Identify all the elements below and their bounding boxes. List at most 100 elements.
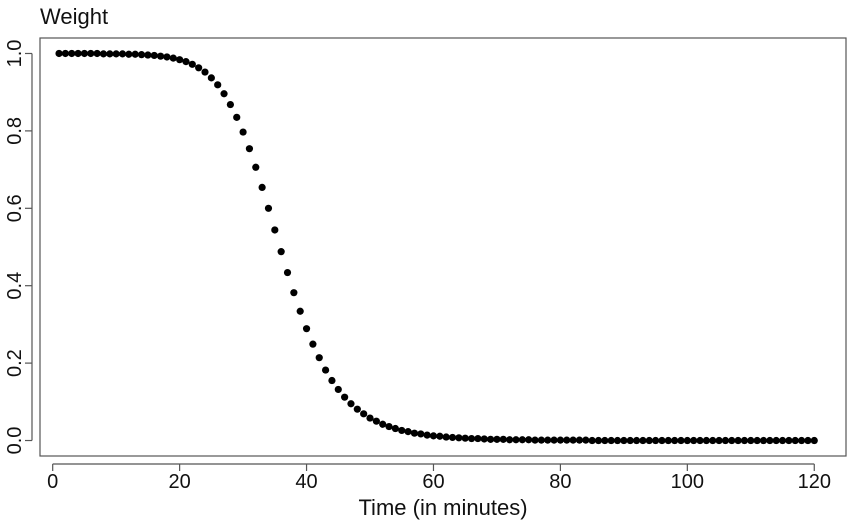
data-point	[80, 49, 89, 58]
data-point	[131, 50, 139, 58]
data-point	[93, 49, 101, 58]
data-point	[715, 436, 723, 445]
chart-title: Weight	[40, 4, 108, 29]
data-point	[690, 436, 698, 445]
data-point	[398, 426, 406, 435]
data-point	[728, 436, 736, 445]
data-point	[207, 74, 215, 82]
y-tick-label: 0.0	[4, 427, 26, 455]
data-point	[721, 436, 730, 445]
data-point	[804, 436, 812, 445]
data-point	[702, 436, 710, 445]
data-point	[106, 50, 114, 58]
data-point	[620, 436, 628, 445]
data-point	[226, 100, 234, 109]
data-point	[283, 268, 292, 277]
data-point	[645, 436, 653, 445]
data-point	[118, 50, 127, 58]
data-point	[163, 53, 171, 61]
data-point	[455, 434, 463, 442]
data-point	[201, 68, 209, 76]
data-point	[245, 145, 254, 153]
data-point	[556, 436, 565, 444]
data-point	[404, 428, 412, 436]
data-point	[759, 436, 768, 445]
y-tick-label: 0.2	[4, 349, 26, 377]
data-point	[347, 400, 355, 408]
data-point	[125, 50, 133, 58]
data-point	[239, 128, 247, 136]
data-point	[252, 163, 260, 171]
data-point	[55, 49, 63, 58]
data-point	[747, 436, 755, 445]
data-point	[785, 436, 793, 445]
data-point	[144, 51, 152, 59]
data-point	[506, 436, 514, 444]
x-tick-label: 100	[671, 471, 704, 493]
data-point	[550, 436, 558, 444]
data-point	[474, 434, 482, 443]
data-point	[156, 52, 165, 60]
data-point	[74, 49, 82, 58]
data-point	[112, 50, 120, 58]
data-point	[385, 422, 393, 431]
data-point	[658, 436, 666, 445]
data-point	[575, 436, 584, 444]
data-point	[626, 436, 634, 445]
y-tick-label: 0.6	[4, 194, 26, 222]
data-point	[309, 340, 317, 348]
data-point	[61, 49, 69, 58]
data-point	[410, 429, 419, 437]
data-point	[544, 436, 552, 444]
data-point	[360, 410, 368, 418]
data-point	[652, 436, 660, 445]
y-tick-label: 1.0	[4, 40, 26, 68]
x-axis: 0 20 40 60 80 100 120	[47, 463, 831, 493]
data-point	[366, 414, 374, 422]
data-point	[791, 436, 799, 445]
data-point	[486, 435, 495, 443]
data-point	[233, 113, 241, 121]
data-point	[778, 436, 787, 445]
data-point	[214, 81, 222, 89]
data-point	[372, 417, 380, 425]
data-point	[613, 436, 622, 445]
data-point	[290, 289, 298, 297]
data-point	[423, 431, 431, 439]
data-point	[525, 436, 533, 444]
y-tick-label: 0.4	[4, 272, 26, 300]
data-point	[709, 436, 717, 445]
data-point	[417, 430, 425, 438]
data-points	[55, 49, 818, 445]
data-point	[442, 433, 450, 441]
data-point	[601, 436, 609, 445]
x-tick-label: 0	[47, 471, 58, 493]
data-point	[607, 436, 615, 445]
x-axis-label: Time (in minutes)	[358, 495, 527, 520]
data-point	[531, 436, 539, 444]
data-point	[518, 436, 526, 444]
x-tick-label: 120	[798, 471, 831, 493]
data-point	[429, 432, 438, 440]
data-point	[321, 366, 330, 374]
data-point	[220, 90, 228, 98]
data-point	[683, 436, 691, 445]
data-point	[296, 307, 304, 315]
data-point	[734, 436, 742, 445]
data-point	[188, 60, 196, 68]
data-point	[467, 434, 476, 443]
data-point	[582, 436, 590, 444]
plot-area-box	[39, 37, 847, 457]
data-point	[271, 226, 279, 234]
data-point	[302, 325, 311, 333]
data-point	[150, 51, 158, 60]
x-tick-label: 20	[168, 471, 190, 493]
data-point	[563, 436, 571, 444]
data-point	[353, 405, 361, 413]
data-point	[772, 436, 780, 445]
data-point	[677, 436, 685, 445]
x-tick-label: 60	[422, 471, 444, 493]
data-point	[328, 376, 336, 385]
data-point	[810, 436, 818, 445]
